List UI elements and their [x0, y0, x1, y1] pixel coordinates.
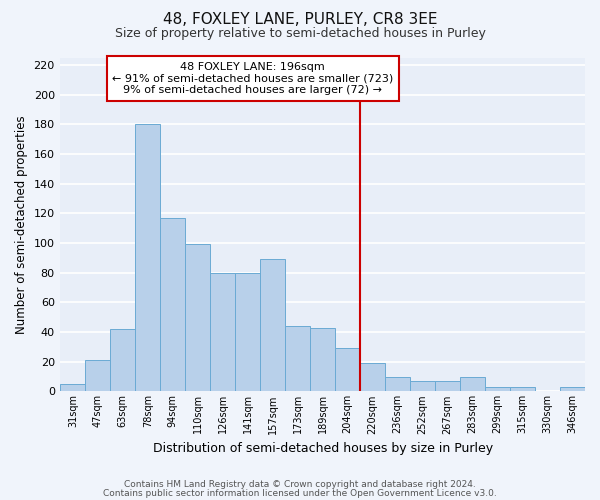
Bar	[460, 376, 485, 392]
Bar	[260, 260, 285, 392]
Bar	[510, 387, 535, 392]
Bar	[285, 326, 310, 392]
Bar	[360, 363, 385, 392]
Bar	[61, 384, 85, 392]
Bar	[185, 244, 210, 392]
Bar	[136, 124, 160, 392]
Text: Contains HM Land Registry data © Crown copyright and database right 2024.: Contains HM Land Registry data © Crown c…	[124, 480, 476, 489]
Text: Size of property relative to semi-detached houses in Purley: Size of property relative to semi-detach…	[115, 28, 485, 40]
Bar	[335, 348, 360, 392]
Bar	[385, 376, 410, 392]
Bar	[410, 381, 435, 392]
Bar	[210, 272, 235, 392]
Bar	[310, 328, 335, 392]
Bar	[560, 387, 585, 392]
Bar	[110, 329, 136, 392]
Text: 48 FOXLEY LANE: 196sqm
← 91% of semi-detached houses are smaller (723)
9% of sem: 48 FOXLEY LANE: 196sqm ← 91% of semi-det…	[112, 62, 394, 95]
X-axis label: Distribution of semi-detached houses by size in Purley: Distribution of semi-detached houses by …	[152, 442, 493, 455]
Bar	[485, 387, 510, 392]
Text: 48, FOXLEY LANE, PURLEY, CR8 3EE: 48, FOXLEY LANE, PURLEY, CR8 3EE	[163, 12, 437, 28]
Bar	[235, 272, 260, 392]
Text: Contains public sector information licensed under the Open Government Licence v3: Contains public sector information licen…	[103, 489, 497, 498]
Y-axis label: Number of semi-detached properties: Number of semi-detached properties	[15, 115, 28, 334]
Bar	[435, 381, 460, 392]
Bar	[160, 218, 185, 392]
Bar	[85, 360, 110, 392]
